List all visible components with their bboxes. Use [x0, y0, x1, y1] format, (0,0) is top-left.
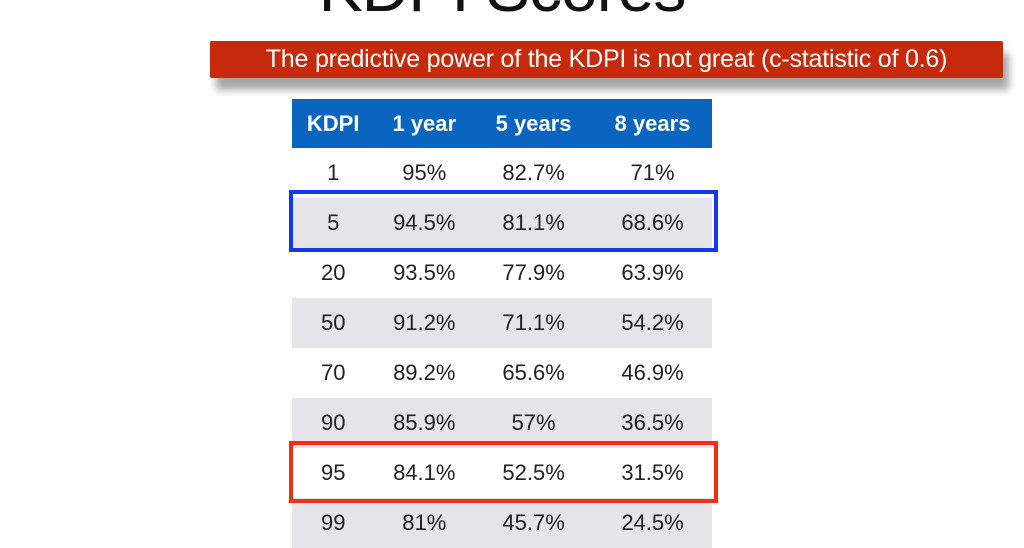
slide-title: KDPI Scores	[0, 0, 1004, 28]
table-cell: 1	[327, 160, 340, 185]
table-cell: 81.1%	[474, 198, 594, 248]
table-cell: 5	[292, 198, 375, 248]
table-cell: 82.7%	[502, 160, 565, 185]
table-cell: 68.6%	[593, 198, 712, 248]
table-row: 99 81% 45.7% 24.5%	[292, 498, 712, 548]
table-cell: 45.7%	[474, 498, 594, 548]
table-cell: 52.5%	[502, 460, 565, 485]
table-row: 20 93.5% 77.9% 63.9%	[292, 248, 712, 298]
table-cell: 94.5%	[374, 198, 475, 248]
column-header: 8 years	[593, 99, 712, 148]
highlight-box-kdpi-5	[289, 190, 718, 252]
column-header: 5 years	[474, 99, 594, 148]
table-row: 95 84.1% 52.5% 31.5%	[292, 448, 712, 498]
table-cell: 70	[320, 360, 346, 385]
callout-banner: The predictive power of the KDPI is not …	[210, 41, 1003, 78]
table-cell: 77.9%	[502, 260, 565, 285]
table-row: 5 94.5% 81.1% 68.6%	[292, 198, 712, 248]
table-cell: 93.5%	[393, 260, 456, 285]
table-cell: 50	[292, 298, 375, 348]
column-header: KDPI	[292, 99, 375, 148]
table-cell: 81%	[374, 498, 475, 548]
table-cell: 90	[292, 398, 375, 448]
table-cell: 71%	[630, 160, 675, 185]
table-cell: 24.5%	[593, 498, 712, 548]
table-cell: 85.9%	[374, 398, 475, 448]
table-cell: 63.9%	[621, 260, 684, 285]
table-row: 90 85.9% 57% 36.5%	[292, 398, 712, 448]
table-cell: 65.6%	[502, 360, 565, 385]
kdpi-table: KDPI 1 year 5 years 8 years 1 95% 82.7% 71% 5 94…	[292, 99, 712, 548]
table-row: 50 91.2% 71.1% 54.2%	[292, 298, 712, 348]
table-row: 70 89.2% 65.6% 46.9%	[292, 348, 712, 398]
column-header: 1 year	[374, 99, 475, 148]
table-cell: 71.1%	[474, 298, 594, 348]
table-cell: 84.1%	[393, 460, 456, 485]
table-cell: 31.5%	[621, 460, 684, 485]
table-cell: 57%	[474, 398, 594, 448]
table-cell: 46.9%	[621, 360, 684, 385]
table-cell: 99	[292, 498, 375, 548]
table-cell: 95	[320, 460, 346, 485]
table-cell: 91.2%	[374, 298, 475, 348]
table-cell: 89.2%	[393, 360, 456, 385]
table-cell: 36.5%	[593, 398, 712, 448]
table-cell: 95%	[402, 160, 447, 185]
table-row: 1 95% 82.7% 71%	[292, 148, 712, 198]
highlight-box-kdpi-95	[289, 441, 718, 503]
table-cell: 20	[320, 260, 346, 285]
table-cell: 54.2%	[593, 298, 712, 348]
table-header-row: KDPI 1 year 5 years 8 years	[292, 99, 712, 148]
